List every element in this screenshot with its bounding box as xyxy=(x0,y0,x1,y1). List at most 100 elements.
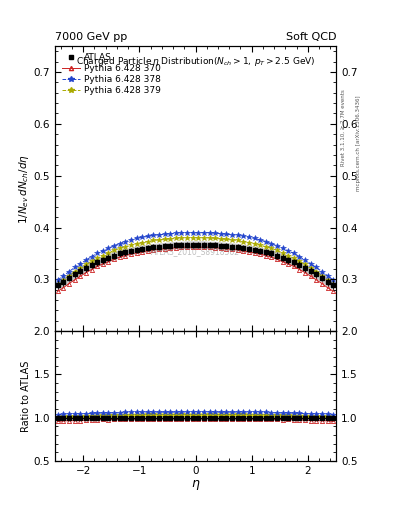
Pythia 6.428 378 xyxy=(202,229,206,236)
Pythia 6.428 379 xyxy=(140,240,145,246)
Pythia 6.428 378 xyxy=(309,261,313,267)
Pythia 6.428 370 xyxy=(55,288,60,294)
Pythia 6.428 370 xyxy=(162,246,167,252)
Text: mcplots.cern.ch [arXiv:1306.3436]: mcplots.cern.ch [arXiv:1306.3436] xyxy=(356,96,361,191)
Pythia 6.428 370 xyxy=(331,288,336,294)
Pythia 6.428 378 xyxy=(246,234,251,241)
Pythia 6.428 379 xyxy=(89,258,94,264)
Pythia 6.428 379 xyxy=(134,241,139,247)
Pythia 6.428 370 xyxy=(207,244,212,250)
Pythia 6.428 378 xyxy=(145,233,150,240)
Text: Rivet 3.1.10, ≥ 2.7M events: Rivet 3.1.10, ≥ 2.7M events xyxy=(341,90,346,166)
Pythia 6.428 379 xyxy=(269,245,274,251)
Pythia 6.428 378 xyxy=(196,229,201,236)
Pythia 6.428 370 xyxy=(230,246,234,252)
Y-axis label: $1/N_{ev}\,dN_{ch}/d\eta$: $1/N_{ev}\,dN_{ch}/d\eta$ xyxy=(17,154,31,224)
Pythia 6.428 378 xyxy=(263,239,268,245)
Pythia 6.428 378 xyxy=(140,234,145,241)
Pythia 6.428 370 xyxy=(157,246,162,252)
Pythia 6.428 370 xyxy=(235,247,240,253)
Pythia 6.428 378 xyxy=(331,277,336,283)
Pythia 6.428 378 xyxy=(292,250,296,257)
Pythia 6.428 370 xyxy=(129,251,133,257)
Line: Pythia 6.428 379: Pythia 6.428 379 xyxy=(55,235,336,287)
Pythia 6.428 378 xyxy=(112,243,116,249)
Pythia 6.428 378 xyxy=(179,229,184,236)
Pythia 6.428 378 xyxy=(157,232,162,238)
Pythia 6.428 379 xyxy=(185,235,189,241)
Pythia 6.428 370 xyxy=(219,245,223,251)
Pythia 6.428 379 xyxy=(101,252,105,259)
Pythia 6.428 379 xyxy=(173,236,178,242)
Pythia 6.428 379 xyxy=(325,277,330,283)
Pythia 6.428 379 xyxy=(292,255,296,261)
Pythia 6.428 379 xyxy=(275,247,279,253)
Pythia 6.428 379 xyxy=(314,268,319,274)
Pythia 6.428 370 xyxy=(309,273,313,280)
Pythia 6.428 370 xyxy=(78,273,83,280)
Pythia 6.428 378 xyxy=(303,257,307,263)
Text: 7000 GeV pp: 7000 GeV pp xyxy=(55,32,127,42)
Pythia 6.428 378 xyxy=(134,236,139,242)
Text: ATLAS_2010_S8918562: ATLAS_2010_S8918562 xyxy=(151,247,240,256)
Pythia 6.428 378 xyxy=(106,245,111,251)
Pythia 6.428 379 xyxy=(179,235,184,241)
Pythia 6.428 370 xyxy=(106,259,111,265)
Pythia 6.428 370 xyxy=(263,252,268,259)
Pythia 6.428 379 xyxy=(162,237,167,243)
Pythia 6.428 378 xyxy=(168,231,173,237)
Pythia 6.428 379 xyxy=(258,242,263,248)
Pythia 6.428 370 xyxy=(258,251,263,257)
Pythia 6.428 378 xyxy=(123,239,128,245)
Pythia 6.428 379 xyxy=(219,236,223,242)
Pythia 6.428 379 xyxy=(67,273,72,279)
Pythia 6.428 379 xyxy=(280,250,285,256)
Pythia 6.428 379 xyxy=(106,250,111,256)
Pythia 6.428 379 xyxy=(230,237,234,243)
Pythia 6.428 370 xyxy=(123,252,128,259)
Pythia 6.428 378 xyxy=(275,243,279,249)
Legend: ATLAS, Pythia 6.428 370, Pythia 6.428 378, Pythia 6.428 379: ATLAS, Pythia 6.428 370, Pythia 6.428 37… xyxy=(59,51,163,97)
Pythia 6.428 379 xyxy=(309,265,313,271)
Pythia 6.428 379 xyxy=(331,281,336,287)
Pythia 6.428 378 xyxy=(95,250,99,257)
Pythia 6.428 370 xyxy=(280,259,285,265)
Pythia 6.428 379 xyxy=(246,240,251,246)
Pythia 6.428 378 xyxy=(207,229,212,236)
Pythia 6.428 370 xyxy=(320,281,324,287)
Pythia 6.428 370 xyxy=(117,254,122,260)
Pythia 6.428 370 xyxy=(325,285,330,291)
Pythia 6.428 370 xyxy=(179,244,184,250)
Pythia 6.428 378 xyxy=(241,233,246,240)
Pythia 6.428 378 xyxy=(67,268,72,274)
Pythia 6.428 378 xyxy=(235,232,240,239)
Pythia 6.428 379 xyxy=(55,281,60,287)
Pythia 6.428 370 xyxy=(72,277,77,283)
Pythia 6.428 379 xyxy=(196,235,201,241)
Pythia 6.428 378 xyxy=(286,248,290,254)
Pythia 6.428 370 xyxy=(151,247,156,253)
Pythia 6.428 370 xyxy=(292,263,296,269)
Pythia 6.428 379 xyxy=(297,258,302,264)
Pythia 6.428 379 xyxy=(129,242,133,248)
Text: Soft QCD: Soft QCD xyxy=(286,32,336,42)
Pythia 6.428 378 xyxy=(252,236,257,242)
Pythia 6.428 378 xyxy=(55,277,60,283)
Pythia 6.428 370 xyxy=(241,248,246,254)
Pythia 6.428 378 xyxy=(89,253,94,260)
Pythia 6.428 378 xyxy=(84,257,88,263)
Pythia 6.428 370 xyxy=(213,245,218,251)
Pythia 6.428 378 xyxy=(151,232,156,239)
Pythia 6.428 370 xyxy=(252,250,257,256)
X-axis label: $\eta$: $\eta$ xyxy=(191,478,200,493)
Pythia 6.428 378 xyxy=(224,231,229,238)
Pythia 6.428 379 xyxy=(252,241,257,247)
Pythia 6.428 370 xyxy=(168,245,173,251)
Pythia 6.428 378 xyxy=(314,264,319,270)
Pythia 6.428 370 xyxy=(196,244,201,250)
Pythia 6.428 370 xyxy=(286,261,290,267)
Pythia 6.428 379 xyxy=(84,261,88,267)
Pythia 6.428 370 xyxy=(303,269,307,275)
Pythia 6.428 379 xyxy=(241,239,246,245)
Pythia 6.428 378 xyxy=(129,237,133,243)
